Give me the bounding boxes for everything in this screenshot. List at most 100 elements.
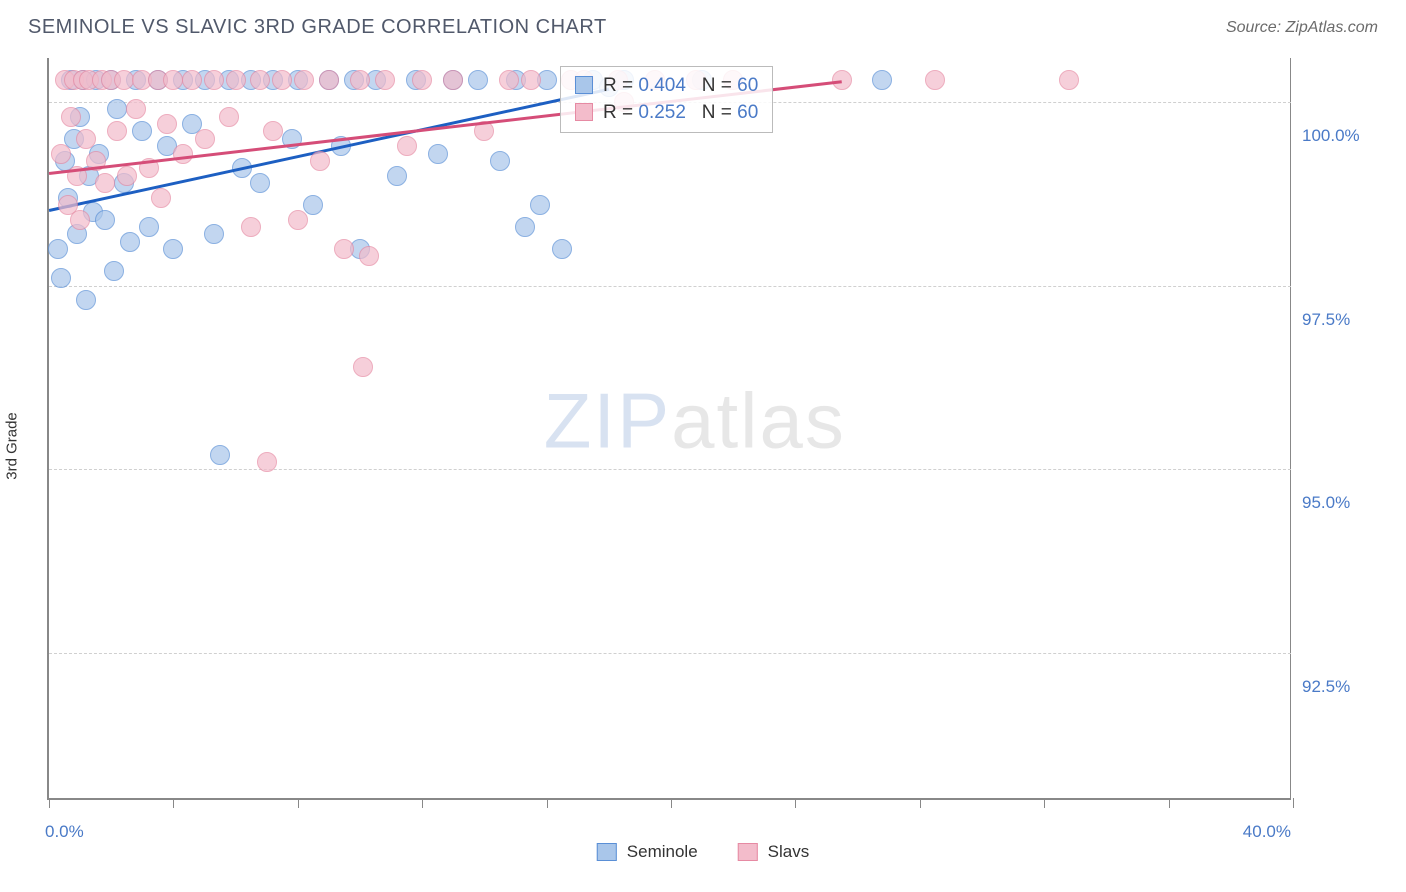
data-point bbox=[48, 239, 68, 259]
y-axis-label: 3rd Grade bbox=[4, 412, 21, 480]
data-point bbox=[139, 217, 159, 237]
stats-n-label: N = bbox=[702, 75, 737, 96]
data-point bbox=[530, 195, 550, 215]
data-point bbox=[241, 217, 261, 237]
x-tick bbox=[1169, 798, 1170, 808]
data-point bbox=[210, 445, 230, 465]
data-point bbox=[397, 136, 417, 156]
data-point bbox=[350, 70, 370, 90]
x-tick bbox=[1293, 798, 1294, 808]
x-tick bbox=[795, 798, 796, 808]
stats-r-label: R = bbox=[603, 75, 638, 96]
stats-n-label: N = bbox=[702, 102, 737, 123]
data-point bbox=[120, 232, 140, 252]
data-point bbox=[51, 268, 71, 288]
stats-n-value: 60 bbox=[737, 75, 758, 96]
bottom-legend: Seminole Slavs bbox=[597, 842, 809, 862]
watermark: ZIPatlas bbox=[544, 375, 846, 466]
data-point bbox=[219, 107, 239, 127]
stats-r-label: R = bbox=[603, 102, 638, 123]
data-point bbox=[250, 70, 270, 90]
data-point bbox=[114, 70, 134, 90]
data-point bbox=[490, 151, 510, 171]
data-point bbox=[294, 70, 314, 90]
data-point bbox=[132, 121, 152, 141]
data-point bbox=[257, 452, 277, 472]
y-tick-label: 100.0% bbox=[1302, 126, 1360, 146]
watermark-zip: ZIP bbox=[544, 376, 671, 464]
data-point bbox=[288, 210, 308, 230]
stats-r-value: 0.404 bbox=[638, 75, 686, 96]
data-point bbox=[226, 70, 246, 90]
stats-n-value: 60 bbox=[737, 102, 758, 123]
data-point bbox=[334, 239, 354, 259]
data-point bbox=[412, 70, 432, 90]
x-tick bbox=[920, 798, 921, 808]
data-point bbox=[1059, 70, 1079, 90]
data-point bbox=[387, 166, 407, 186]
x-tick bbox=[671, 798, 672, 808]
data-point bbox=[107, 99, 127, 119]
data-point bbox=[359, 246, 379, 266]
chart-title: SEMINOLE VS SLAVIC 3RD GRADE CORRELATION… bbox=[28, 16, 607, 39]
data-point bbox=[95, 210, 115, 230]
data-point bbox=[310, 151, 330, 171]
data-point bbox=[375, 70, 395, 90]
data-point bbox=[195, 129, 215, 149]
stats-swatch bbox=[575, 76, 593, 94]
data-point bbox=[499, 70, 519, 90]
data-point bbox=[443, 70, 463, 90]
x-tick bbox=[1044, 798, 1045, 808]
data-point bbox=[263, 121, 283, 141]
stats-r-value: 0.252 bbox=[638, 102, 686, 123]
data-point bbox=[151, 188, 171, 208]
gridline bbox=[49, 653, 1291, 654]
legend-swatch-slavs bbox=[738, 843, 758, 861]
legend-swatch-seminole bbox=[597, 843, 617, 861]
legend-label-slavs: Slavs bbox=[768, 842, 810, 861]
watermark-atlas: atlas bbox=[671, 376, 846, 464]
data-point bbox=[182, 70, 202, 90]
chart-source: Source: ZipAtlas.com bbox=[1226, 19, 1378, 37]
data-point bbox=[204, 70, 224, 90]
data-point bbox=[468, 70, 488, 90]
data-point bbox=[515, 217, 535, 237]
x-tick bbox=[298, 798, 299, 808]
data-point bbox=[173, 144, 193, 164]
data-point bbox=[552, 239, 572, 259]
chart-right-border bbox=[1290, 58, 1291, 798]
stats-legend-row: R = 0.404 N = 60 bbox=[575, 73, 758, 100]
x-tick-label: 0.0% bbox=[45, 822, 84, 842]
data-point bbox=[250, 173, 270, 193]
data-point bbox=[157, 114, 177, 134]
stats-legend-row: R = 0.252 N = 60 bbox=[575, 100, 758, 127]
data-point bbox=[204, 224, 224, 244]
data-point bbox=[126, 99, 146, 119]
y-tick-label: 95.0% bbox=[1302, 493, 1350, 513]
data-point bbox=[163, 239, 183, 259]
stats-legend: R = 0.404 N = 60R = 0.252 N = 60 bbox=[560, 66, 773, 133]
data-point bbox=[51, 144, 71, 164]
data-point bbox=[303, 195, 323, 215]
y-tick-label: 92.5% bbox=[1302, 677, 1350, 697]
data-point bbox=[925, 70, 945, 90]
data-point bbox=[272, 70, 292, 90]
y-tick-label: 97.5% bbox=[1302, 310, 1350, 330]
data-point bbox=[521, 70, 541, 90]
x-tick bbox=[173, 798, 174, 808]
gridline bbox=[49, 286, 1291, 287]
x-tick bbox=[547, 798, 548, 808]
data-point bbox=[76, 129, 96, 149]
data-point bbox=[61, 107, 81, 127]
data-point bbox=[163, 70, 183, 90]
x-tick bbox=[49, 798, 50, 808]
data-point bbox=[353, 357, 373, 377]
data-point bbox=[76, 290, 96, 310]
data-point bbox=[95, 173, 115, 193]
data-point bbox=[117, 166, 137, 186]
data-point bbox=[872, 70, 892, 90]
x-tick bbox=[422, 798, 423, 808]
data-point bbox=[107, 121, 127, 141]
chart-plot-area: ZIPatlas bbox=[47, 58, 1291, 800]
legend-item-seminole: Seminole bbox=[597, 842, 698, 862]
